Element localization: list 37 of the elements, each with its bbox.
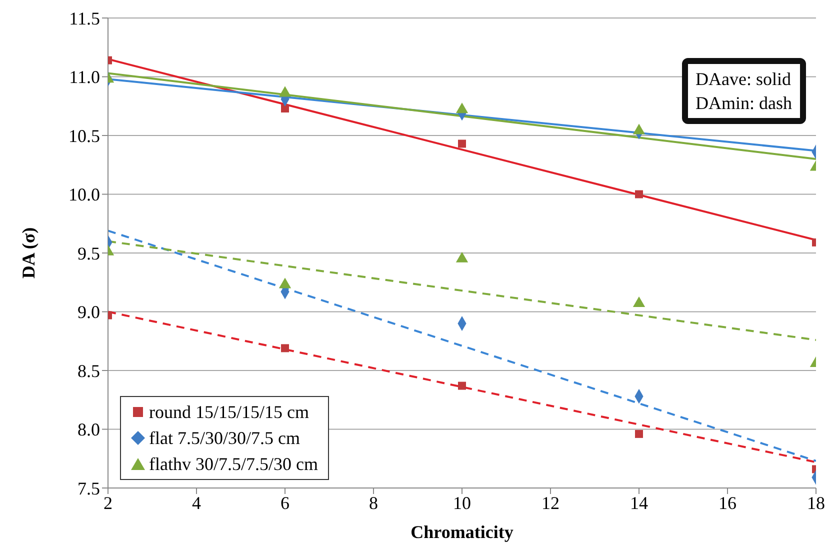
point — [281, 104, 289, 112]
point — [456, 102, 468, 114]
legend-label: flathv 30/7.5/7.5/30 cm — [149, 453, 318, 476]
y-tick-label: 8.0 — [78, 420, 100, 440]
point — [278, 86, 292, 97]
y-tick-label: 10.5 — [68, 126, 100, 146]
legend-label: round 15/15/15/15 cm — [149, 401, 309, 424]
y-tick-label: 9.5 — [78, 243, 100, 264]
x-tick-label: 2 — [104, 492, 112, 513]
point — [635, 430, 643, 438]
point — [278, 278, 292, 288]
y-axis-title: DA (σ) — [18, 227, 38, 279]
y-tick-label: 11.0 — [69, 67, 100, 88]
x-tick-label: 12 — [542, 492, 560, 513]
annotation: DAave: solid — [696, 68, 792, 91]
point — [456, 252, 468, 262]
annotation: DAmin: dash — [696, 92, 792, 115]
point — [281, 344, 289, 352]
point — [632, 124, 646, 134]
x-tick-label: 18 — [807, 492, 825, 513]
y-tick-label: 9.0 — [78, 302, 100, 322]
point — [458, 382, 466, 390]
x-tick-label: 14 — [630, 492, 648, 513]
point — [458, 140, 466, 148]
point — [635, 190, 643, 198]
y-tick-label: 11.5 — [69, 8, 100, 28]
y-tick-label: 10.0 — [68, 184, 100, 205]
x-tick-label: 16 — [718, 492, 736, 513]
x-tick-label: 8 — [369, 492, 378, 513]
y-tick-label: 8.5 — [78, 360, 100, 381]
legend-label: flat 7.5/30/30/7.5 cm — [149, 427, 300, 450]
x-axis-title: Chromaticity — [410, 522, 514, 542]
x-tick-label: 6 — [280, 492, 290, 513]
x-tick-label: 4 — [192, 492, 201, 513]
x-tick-label: 10 — [453, 492, 471, 513]
y-tick-label: 7.5 — [78, 478, 100, 498]
point — [632, 296, 646, 308]
